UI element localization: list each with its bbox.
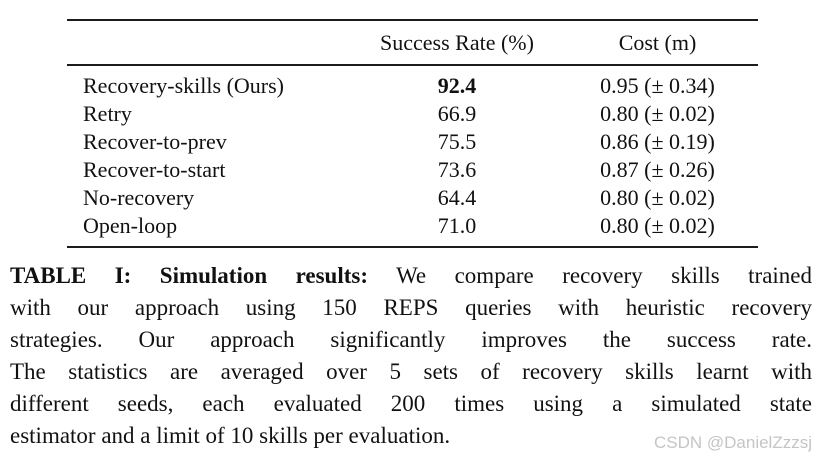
table-row: Recovery-skills (Ours) 92.4 0.95 (± 0.34… [67,65,758,100]
caption-line1-rest: We compare recovery skills trained [396,263,812,288]
success-rate-cell: 66.9 [437,101,477,126]
caption-line: different seeds, each evaluated 200 time… [10,391,812,416]
success-rate-cell: 71.0 [437,213,477,238]
method-cell: Recover-to-prev [83,129,227,154]
success-rate-cell: 73.6 [437,157,477,182]
method-cell: Open-loop [83,213,178,238]
method-cell: Retry [83,101,132,126]
cost-cell: 0.95 (± 0.34) [600,73,715,98]
table-row: Recover-to-start 73.6 0.87 (± 0.26) [67,156,758,184]
success-rate-column-header: Success Rate (%) [380,29,534,55]
caption-line: estimator and a limit of 10 skills per e… [10,423,451,448]
caption-line: strategies. Our approach significantly i… [10,327,812,352]
success-rate-cell: 75.5 [437,129,477,154]
table-row: Recover-to-prev 75.5 0.86 (± 0.19) [67,128,758,156]
table-row: Retry 66.9 0.80 (± 0.02) [67,100,758,128]
cost-cell: 0.80 (± 0.02) [600,101,715,126]
table-row: No-recovery 64.4 0.80 (± 0.02) [67,184,758,212]
table-row: Open-loop 71.0 0.80 (± 0.02) [67,212,758,247]
method-cell: No-recovery [83,185,195,210]
method-cell: Recovery-skills (Ours) [83,73,285,98]
cost-cell: 0.80 (± 0.02) [600,185,715,210]
method-cell: Recover-to-start [83,157,226,182]
cost-cell: 0.86 (± 0.19) [600,129,715,154]
cost-column-header: Cost (m) [618,29,697,55]
caption-bold-lead: TABLE I: Simulation results: [10,263,369,288]
cost-cell: 0.80 (± 0.02) [600,213,715,238]
success-rate-cell: 64.4 [437,185,477,210]
caption-line: with our approach using 150 REPS queries… [10,295,812,320]
cost-cell: 0.87 (± 0.26) [600,157,715,182]
table-caption: TABLE I: Simulation results: We compare … [10,260,812,452]
simulation-results-table: Success Rate (%) Cost (m) Recovery-skill… [67,19,758,248]
caption-line: The statistics are averaged over 5 sets … [10,359,812,384]
method-column-header [67,20,357,65]
success-rate-cell: 92.4 [437,73,477,98]
csdn-watermark: CSDN @DanielZzzsj [653,433,812,452]
caption-line: TABLE I: Simulation results: We compare … [10,260,812,292]
table-header-row: Success Rate (%) Cost (m) [67,20,758,65]
